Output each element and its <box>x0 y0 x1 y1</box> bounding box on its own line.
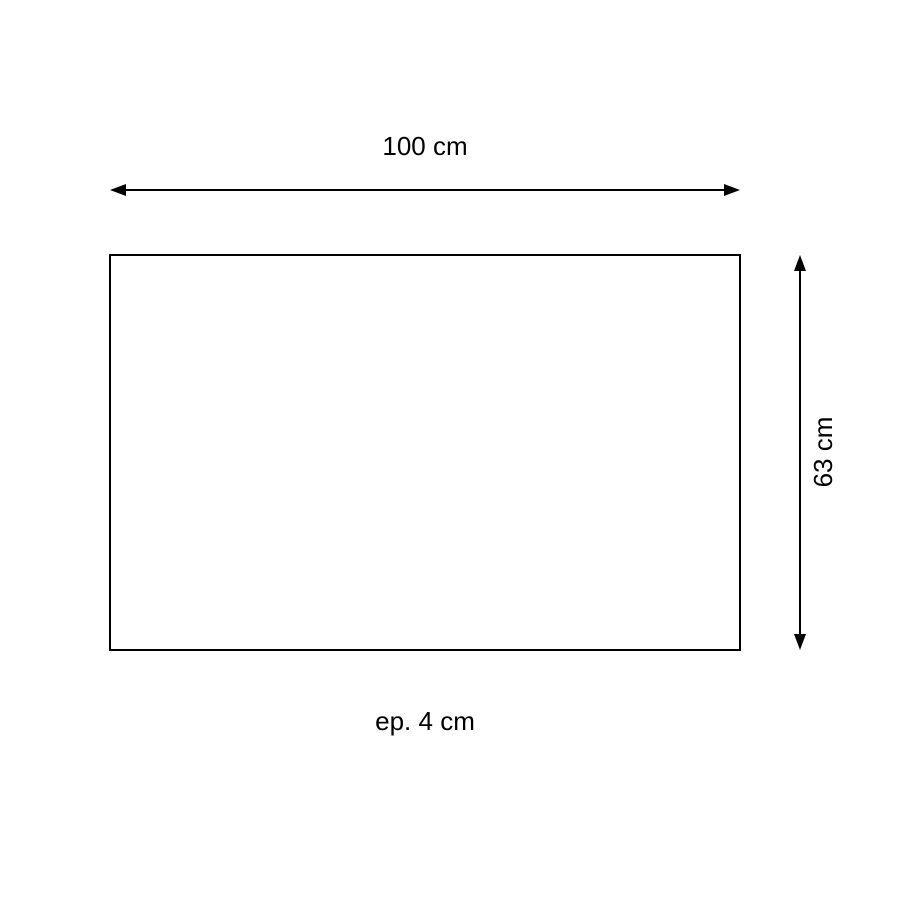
width-dimension-label: 100 cm <box>382 131 467 161</box>
arrowhead-down-icon <box>794 634 806 650</box>
dimension-diagram: 100 cm 63 cm ep. 4 cm <box>0 0 900 900</box>
arrowhead-left-icon <box>110 184 126 196</box>
arrowhead-up-icon <box>794 255 806 271</box>
width-dimension: 100 cm <box>110 131 740 196</box>
thickness-label: ep. 4 cm <box>375 706 475 736</box>
arrowhead-right-icon <box>724 184 740 196</box>
product-rectangle <box>110 255 740 650</box>
height-dimension-label: 63 cm <box>808 417 838 488</box>
height-dimension: 63 cm <box>794 255 838 650</box>
